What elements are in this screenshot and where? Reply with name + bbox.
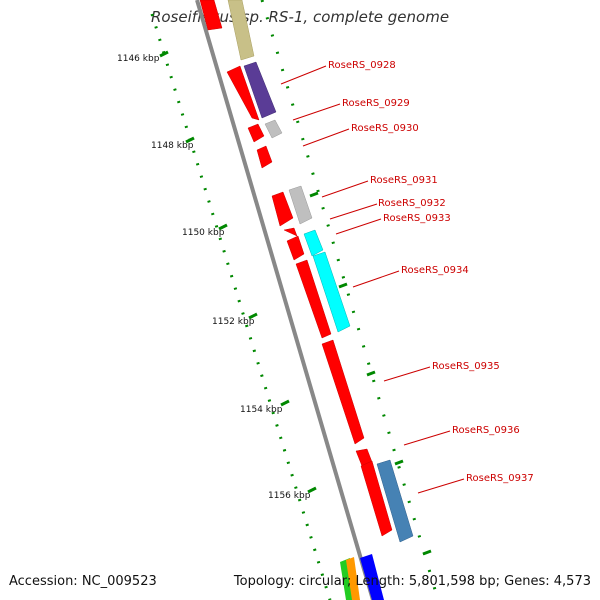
cds-arrow [256, 145, 273, 169]
gene-labels: RoseRS_0928 RoseRS_0929 RoseRS_0930 Rose… [328, 60, 534, 484]
feature-cyan [303, 229, 324, 257]
feature-blue [360, 554, 384, 600]
kbp-label: 1152 kbp [212, 317, 255, 327]
gene-label: RoseRS_0935 [432, 361, 500, 372]
gene-label: RoseRS_0931 [370, 175, 438, 186]
cds-features [199, 0, 393, 537]
kbp-label: 1148 kbp [151, 141, 194, 151]
label-leaders [280, 65, 465, 494]
gene-label: RoseRS_0936 [452, 425, 520, 436]
cds-arrow [321, 339, 365, 445]
ruler-ticks [159, 50, 317, 494]
ruler-tick [307, 486, 317, 494]
ruler-tick [218, 223, 228, 231]
gene-label: RoseRS_0930 [351, 123, 419, 134]
feature-gray [288, 185, 313, 225]
gene-label: RoseRS_0937 [466, 473, 534, 484]
outer-ruler [150, 13, 332, 600]
feature-gray [264, 119, 283, 139]
kbp-label: 1156 kbp [268, 491, 311, 501]
cds-arrow [271, 191, 294, 227]
gene-label: RoseRS_0934 [401, 265, 469, 276]
gene-label: RoseRS_0928 [328, 60, 396, 71]
kbp-label: 1150 kbp [182, 228, 225, 238]
ruler-tick [248, 312, 258, 320]
feature-steelblue [376, 459, 414, 543]
accession-text: Accession: NC_009523 [9, 574, 157, 589]
inner-ruler [260, 0, 440, 600]
gene-label: RoseRS_0932 [378, 198, 446, 209]
feature-orange [346, 557, 360, 600]
kbp-label: 1154 kbp [240, 405, 283, 415]
inner-ruler-ticks [309, 191, 432, 556]
feature-purple [243, 61, 277, 119]
cds-arrow [283, 227, 298, 237]
gene-label: RoseRS_0929 [342, 98, 410, 109]
genome-summary-text: Topology: circular; Length: 5,801,598 bp… [233, 574, 591, 589]
cds-arrow [286, 235, 305, 261]
ruler-tick [159, 50, 169, 58]
cds-arrow [295, 259, 332, 339]
cds-arrow [360, 460, 393, 537]
feature-khaki [227, 0, 255, 61]
ruler-tick [185, 136, 195, 144]
cds-arrow [199, 0, 223, 31]
cds-arrow [226, 65, 260, 121]
cds-arrow [247, 123, 265, 143]
feature-cyan [312, 251, 351, 333]
genome-backbone [195, 0, 375, 600]
ruler-tick [280, 399, 290, 407]
gene-label: RoseRS_0933 [383, 213, 451, 224]
map-title: Roseiflexus sp. RS-1, complete genome [150, 8, 450, 26]
kbp-label: 1146 kbp [117, 54, 160, 64]
